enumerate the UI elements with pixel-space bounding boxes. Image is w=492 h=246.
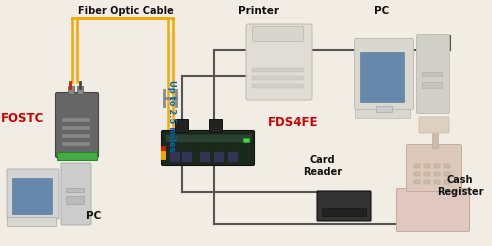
Bar — [434, 172, 440, 176]
FancyBboxPatch shape — [417, 34, 450, 113]
Bar — [414, 172, 420, 176]
FancyBboxPatch shape — [214, 152, 224, 163]
Bar — [444, 180, 450, 184]
Bar — [434, 180, 440, 184]
Bar — [165, 134, 251, 142]
Text: FOSTC: FOSTC — [0, 112, 44, 124]
Bar — [376, 106, 392, 112]
Bar — [12, 178, 52, 214]
Bar — [252, 76, 304, 80]
FancyBboxPatch shape — [356, 109, 410, 119]
Bar — [444, 164, 450, 168]
FancyBboxPatch shape — [161, 130, 254, 166]
Bar — [360, 52, 404, 102]
Bar — [62, 134, 90, 138]
Text: FDS4FE: FDS4FE — [268, 117, 318, 129]
FancyBboxPatch shape — [419, 117, 449, 133]
FancyBboxPatch shape — [252, 27, 304, 42]
FancyBboxPatch shape — [61, 163, 91, 225]
Text: Card
Reader: Card Reader — [303, 155, 342, 177]
FancyBboxPatch shape — [7, 217, 57, 227]
FancyBboxPatch shape — [210, 120, 222, 133]
Text: PC: PC — [86, 212, 101, 221]
Bar — [66, 188, 84, 192]
FancyBboxPatch shape — [246, 24, 312, 100]
FancyBboxPatch shape — [317, 191, 371, 221]
FancyBboxPatch shape — [170, 152, 181, 163]
FancyBboxPatch shape — [7, 169, 59, 219]
Bar — [432, 130, 438, 148]
Bar — [57, 152, 97, 160]
FancyBboxPatch shape — [182, 152, 192, 163]
Bar — [252, 68, 304, 72]
FancyBboxPatch shape — [355, 39, 413, 109]
Text: Fiber Optic Cable: Fiber Optic Cable — [78, 6, 173, 16]
Bar — [62, 118, 90, 122]
Bar — [422, 82, 442, 88]
FancyBboxPatch shape — [176, 120, 188, 133]
FancyBboxPatch shape — [406, 144, 461, 191]
Bar — [414, 164, 420, 168]
Bar — [66, 196, 84, 204]
Bar — [68, 86, 74, 94]
Bar — [444, 172, 450, 176]
Bar — [424, 180, 430, 184]
Text: Printer: Printer — [238, 6, 279, 16]
Bar — [422, 72, 442, 76]
Bar — [434, 164, 440, 168]
FancyBboxPatch shape — [397, 188, 469, 231]
Bar — [252, 84, 304, 88]
Bar — [62, 126, 90, 130]
Bar — [322, 208, 366, 216]
FancyBboxPatch shape — [227, 152, 239, 163]
Bar — [62, 142, 90, 146]
FancyBboxPatch shape — [199, 152, 211, 163]
Text: Up to 2.5 miles: Up to 2.5 miles — [167, 80, 176, 151]
Bar — [414, 180, 420, 184]
Bar — [243, 138, 249, 142]
Text: PC: PC — [374, 6, 389, 16]
Bar — [424, 164, 430, 168]
Bar — [424, 172, 430, 176]
FancyBboxPatch shape — [56, 92, 98, 157]
Bar — [77, 86, 83, 94]
Text: Cash
Register: Cash Register — [437, 175, 483, 197]
